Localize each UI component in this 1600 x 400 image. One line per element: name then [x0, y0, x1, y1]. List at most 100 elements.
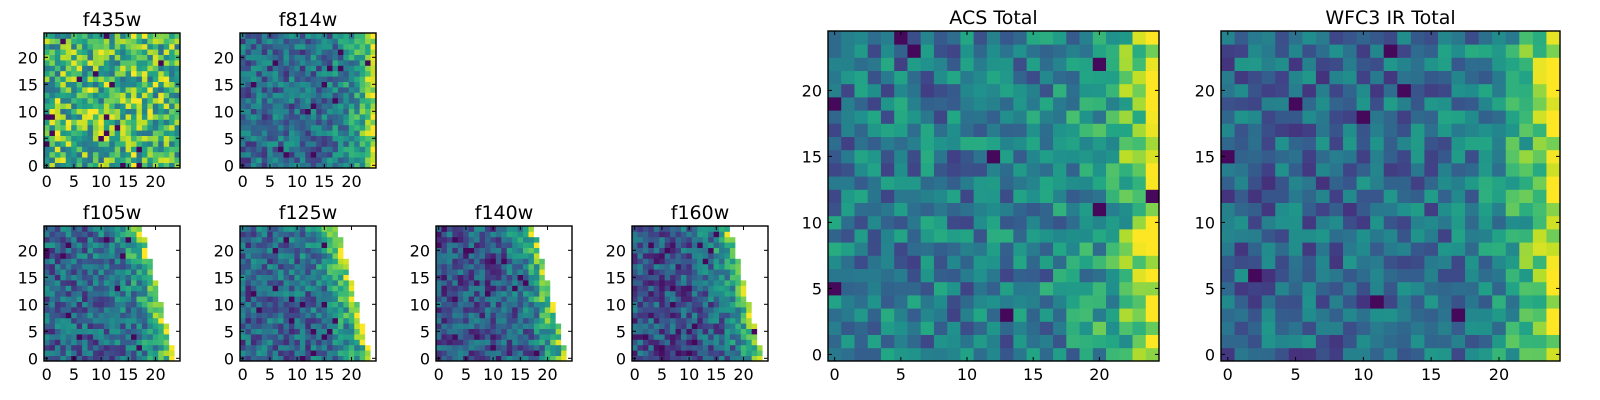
heatmap-cell: [354, 146, 361, 153]
heatmap-cell: [1437, 255, 1452, 269]
heatmap-cell: [561, 263, 567, 270]
heatmap-cell: [141, 54, 148, 61]
heatmap-cell: [158, 124, 165, 131]
heatmap-cell: [686, 253, 693, 259]
heatmap-cell: [103, 312, 110, 319]
heatmap-cell: [474, 258, 480, 265]
y-tick-label: 10: [802, 213, 822, 232]
heatmap-cell: [103, 114, 110, 120]
heatmap-cell: [250, 247, 257, 254]
heatmap-cell: [740, 307, 747, 313]
heatmap-cell: [354, 350, 361, 356]
heatmap-cell: [103, 296, 110, 302]
heatmap-cell: [1026, 57, 1041, 71]
heatmap-cell: [533, 285, 540, 292]
heatmap-cell: [82, 124, 88, 131]
heatmap-cell: [256, 226, 263, 232]
heatmap-cell: [484, 236, 491, 243]
heatmap-cell: [867, 70, 882, 85]
heatmap-cell: [675, 317, 682, 324]
heatmap-cell: [1079, 295, 1094, 309]
heatmap-cell: [71, 70, 78, 77]
heatmap-cell: [648, 334, 655, 340]
heatmap-cell: [1079, 255, 1094, 269]
heatmap-cell: [664, 328, 671, 335]
heatmap-cell: [933, 31, 948, 45]
heatmap-cell: [332, 355, 339, 362]
heatmap-cell: [762, 263, 769, 270]
heatmap-cell: [114, 323, 121, 329]
heatmap-cell: [1275, 268, 1290, 283]
y-tick-label: 0: [812, 345, 822, 364]
heatmap-cell: [751, 274, 758, 281]
heatmap-cell: [76, 60, 83, 66]
heatmap-cell: [125, 97, 132, 104]
heatmap-cell: [365, 274, 371, 281]
heatmap-cell: [131, 296, 137, 302]
heatmap-cell: [664, 285, 671, 292]
heatmap-cell: [337, 263, 344, 270]
heatmap-cell: [327, 33, 333, 39]
heatmap-cell: [87, 97, 94, 104]
heatmap-cell: [1410, 295, 1425, 309]
heatmap-cell: [250, 301, 257, 308]
heatmap-cell: [474, 263, 480, 270]
heatmap-cell: [316, 87, 322, 93]
heatmap-cell: [550, 301, 557, 308]
heatmap-cell: [158, 162, 165, 169]
heatmap-cell: [120, 97, 126, 104]
heatmap-cell: [332, 231, 339, 238]
heatmap-cell: [713, 253, 720, 259]
heatmap-cell: [370, 226, 377, 232]
heatmap-cell: [261, 119, 268, 126]
heatmap-cell: [484, 274, 491, 281]
heatmap-cell: [675, 334, 682, 340]
heatmap-cell: [310, 49, 317, 55]
heatmap-cell: [92, 242, 99, 248]
heatmap-cell: [457, 344, 464, 351]
heatmap-cell: [686, 274, 693, 281]
heatmap-cell: [82, 296, 88, 302]
heatmap-cell: [348, 114, 355, 120]
heatmap-cell: [637, 242, 644, 248]
heatmap-cell: [343, 38, 350, 45]
heatmap-cell: [348, 269, 355, 275]
heatmap-cell: [841, 321, 855, 335]
heatmap-cell: [240, 236, 246, 243]
heatmap-cell: [1478, 163, 1493, 177]
heatmap-cell: [680, 307, 687, 313]
heatmap-cell: [103, 130, 110, 136]
heatmap-cell: [158, 76, 165, 82]
heatmap-cell: [163, 54, 170, 61]
heatmap-cell: [174, 124, 181, 131]
heatmap-cell: [316, 92, 322, 99]
heatmap-cell: [283, 43, 290, 50]
heatmap-cell: [501, 296, 508, 302]
heatmap-cell: [87, 269, 94, 275]
heatmap-cell: [136, 146, 143, 153]
heatmap-cell: [653, 258, 660, 265]
heatmap-cell: [359, 355, 366, 362]
heatmap-cell: [1261, 268, 1276, 283]
heatmap-cell: [174, 334, 181, 340]
heatmap-cell: [141, 146, 148, 153]
heatmap-cell: [136, 141, 143, 147]
heatmap-cell: [158, 280, 165, 286]
heatmap-cell: [1053, 229, 1067, 243]
heatmap-cell: [867, 136, 882, 151]
heatmap-cell: [517, 247, 524, 254]
heatmap-cell: [158, 339, 165, 346]
heatmap-cell: [960, 281, 975, 296]
heatmap-cells-f125w: [240, 226, 377, 362]
heatmap-cell: [261, 253, 268, 259]
heatmap-cell: [436, 269, 442, 275]
heatmap-cell: [343, 328, 350, 335]
heatmap-cell: [141, 247, 148, 254]
heatmap-cell: [740, 301, 747, 308]
heatmap-cell: [299, 236, 306, 243]
heatmap-cell: [708, 247, 714, 254]
heatmap-cell: [1519, 202, 1534, 217]
heatmap-cell: [337, 236, 344, 243]
